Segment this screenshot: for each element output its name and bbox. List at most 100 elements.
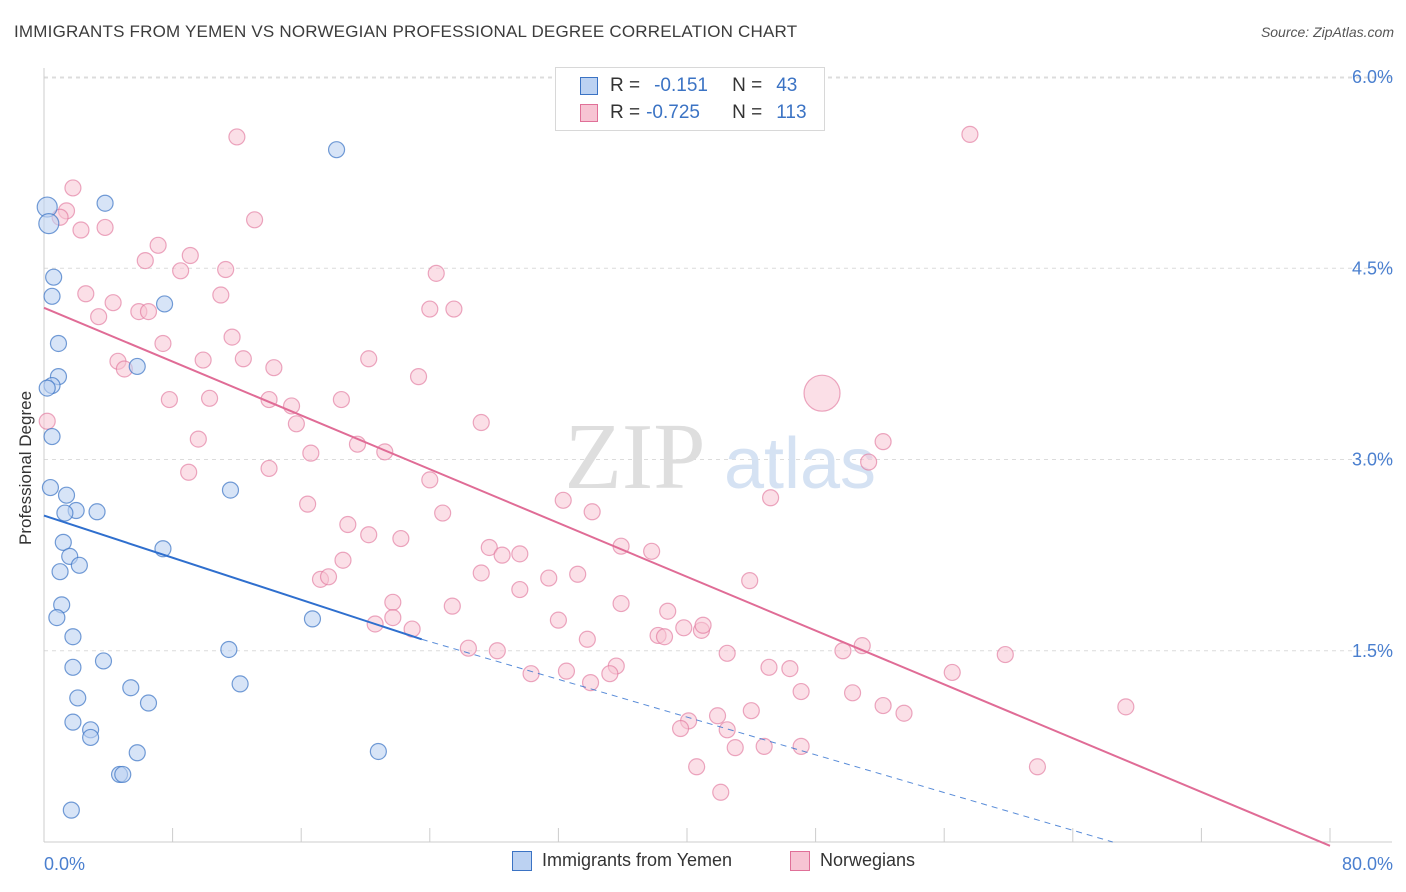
norwegians-point <box>540 569 558 587</box>
norwegians-point <box>260 459 278 478</box>
bottom-legend-label-yemen: Immigrants from Yemen <box>542 850 733 870</box>
yemen-point <box>62 801 80 819</box>
bottom-legend-norwegians: Norwegians <box>790 850 915 871</box>
norwegians-point <box>172 262 190 280</box>
norwegians-point <box>694 616 712 634</box>
legend-n-value: 43 <box>776 75 798 96</box>
norwegians-point <box>154 334 172 353</box>
norwegians-point <box>245 211 264 229</box>
norwegians-point <box>77 285 95 303</box>
legend-row-yemen: R = -0.151 N = 43 <box>580 74 797 98</box>
norwegians-point <box>38 412 56 430</box>
yemen-point <box>56 504 74 522</box>
yemen-point <box>114 765 132 784</box>
norwegians-point <box>334 551 352 569</box>
legend-row-norwegians: R = -0.725 N = 113 <box>580 101 807 125</box>
yemen-point <box>45 268 63 286</box>
yemen-points <box>36 141 387 819</box>
legend-n-label: N = <box>732 102 763 123</box>
norwegians-point <box>659 602 677 620</box>
norwegians-point <box>384 593 402 611</box>
watermark: ZIP atlas <box>565 405 877 509</box>
norwegians-point <box>718 644 736 662</box>
yemen-point <box>327 141 346 159</box>
legend-r-label: R = <box>610 102 641 123</box>
norwegians-point <box>384 608 402 627</box>
legend-r-value: -0.725 <box>646 102 700 123</box>
norwegians-point <box>895 704 913 722</box>
yemen-point <box>220 640 238 659</box>
norwegians-point <box>511 580 529 599</box>
norwegians-point <box>228 128 246 146</box>
norwegians-point <box>427 264 445 282</box>
norwegians-point <box>761 489 780 507</box>
legend-swatch-yemen <box>580 77 598 95</box>
yemen-point <box>139 694 158 712</box>
norwegians-point <box>961 125 979 143</box>
norwegians-point <box>675 619 693 637</box>
norwegians-point <box>557 662 576 680</box>
watermark-atlas: atlas <box>724 424 876 504</box>
norwegians-point <box>792 682 810 701</box>
norwegians-point <box>445 300 463 318</box>
tick-labels: 1.5% 3.0% 4.5% 6.0% 0.0% 80.0% <box>44 67 1393 874</box>
yemen-point <box>122 679 140 697</box>
norwegians-points <box>38 125 1135 801</box>
norwegians-point <box>392 529 410 548</box>
norwegians-point <box>90 308 108 326</box>
norwegians-point <box>339 515 357 534</box>
yemen-point <box>41 478 60 497</box>
legend-n-label: N = <box>732 75 763 96</box>
yemen-point <box>48 608 66 627</box>
norwegians-point <box>712 783 730 801</box>
yemen-point <box>57 486 76 504</box>
norwegians-point <box>803 374 841 412</box>
norwegians-point <box>421 300 439 318</box>
norwegians-point <box>409 368 428 386</box>
y-axis-label: Professional Degree <box>16 390 35 545</box>
yemen-point <box>64 658 82 676</box>
norwegians-point <box>200 389 219 407</box>
norwegians-point <box>760 658 778 676</box>
norwegians-trend-line <box>43 306 1331 847</box>
norwegians-point <box>217 260 235 279</box>
norwegians-point <box>299 495 317 513</box>
norwegians-point <box>874 696 892 715</box>
chart-title: IMMIGRANTS FROM YEMEN VS NORWEGIAN PROFE… <box>14 22 798 41</box>
norwegians-point <box>360 350 378 368</box>
norwegians-point <box>569 565 587 583</box>
norwegians-point <box>726 739 744 757</box>
norwegians-point <box>181 246 199 265</box>
x-tick-label: 0.0% <box>44 854 85 874</box>
yemen-point <box>51 563 69 581</box>
yemen-point <box>369 742 387 761</box>
norwegians-point <box>554 491 572 509</box>
norwegians-point <box>688 758 706 776</box>
norwegians-point <box>718 721 736 739</box>
norwegians-point <box>511 545 529 563</box>
bottom-legend-label-norwegians: Norwegians <box>820 850 916 870</box>
norwegians-point <box>996 645 1014 664</box>
norwegians-point <box>472 564 490 582</box>
yemen-trend-line <box>43 514 423 641</box>
norwegians-point <box>443 597 461 615</box>
norwegians-point <box>741 572 759 590</box>
norwegians-point <box>853 637 871 655</box>
legend-n-value: 113 <box>776 102 807 123</box>
bottom-legend-yemen: Immigrants from Yemen <box>512 850 732 871</box>
yemen-point <box>231 675 249 693</box>
legend-r-value: -0.151 <box>654 75 708 96</box>
norwegians-point <box>860 453 878 471</box>
yemen-point <box>70 556 88 574</box>
norwegians-point <box>708 707 727 725</box>
norwegians-point <box>671 719 690 738</box>
norwegians-point <box>781 659 799 678</box>
yemen-point <box>82 728 100 747</box>
yemen-point <box>43 427 61 446</box>
norwegians-point <box>149 236 167 254</box>
norwegians-point <box>136 252 154 270</box>
norwegians-point <box>189 430 207 448</box>
yemen-point <box>69 689 87 707</box>
norwegians-point <box>223 328 241 346</box>
